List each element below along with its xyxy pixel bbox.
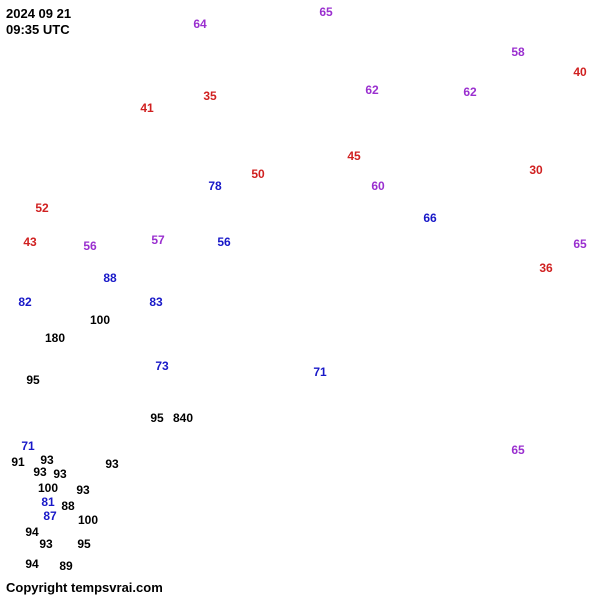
data-point: 95 [26, 373, 39, 387]
data-point: 78 [208, 179, 221, 193]
data-point: 88 [61, 499, 74, 513]
data-point: 93 [76, 483, 89, 497]
data-point: 52 [35, 201, 48, 215]
timestamp-time: 09:35 UTC [6, 22, 71, 38]
data-point: 93 [53, 467, 66, 481]
data-point: 71 [313, 365, 326, 379]
data-point: 180 [45, 331, 65, 345]
data-point: 50 [251, 167, 264, 181]
data-point: 93 [105, 457, 118, 471]
data-point: 87 [43, 509, 56, 523]
data-point: 30 [529, 163, 542, 177]
data-point: 56 [83, 239, 96, 253]
data-point: 81 [41, 495, 54, 509]
timestamp-date: 2024 09 21 [6, 6, 71, 22]
timestamp-block: 2024 09 21 09:35 UTC [6, 6, 71, 37]
data-point: 71 [21, 439, 34, 453]
data-point: 93 [39, 537, 52, 551]
data-point: 100 [78, 513, 98, 527]
data-point: 840 [173, 411, 193, 425]
data-point: 73 [155, 359, 168, 373]
data-point: 65 [319, 5, 332, 19]
data-point: 100 [90, 313, 110, 327]
data-point: 89 [59, 559, 72, 573]
data-point: 94 [25, 557, 38, 571]
data-point: 62 [463, 85, 476, 99]
data-point: 91 [11, 455, 24, 469]
data-point: 93 [33, 465, 46, 479]
data-point: 64 [193, 17, 206, 31]
data-point: 45 [347, 149, 360, 163]
data-point: 82 [18, 295, 31, 309]
data-point: 40 [573, 65, 586, 79]
data-point: 66 [423, 211, 436, 225]
data-point: 56 [217, 235, 230, 249]
data-point: 60 [371, 179, 384, 193]
data-point: 57 [151, 233, 164, 247]
data-point: 62 [365, 83, 378, 97]
data-point: 83 [149, 295, 162, 309]
copyright-text: Copyright tempsvrai.com [6, 580, 163, 595]
data-point: 95 [150, 411, 163, 425]
data-point: 41 [140, 101, 153, 115]
data-point: 36 [539, 261, 552, 275]
data-point: 58 [511, 45, 524, 59]
data-point: 94 [25, 525, 38, 539]
data-point: 65 [511, 443, 524, 457]
data-point: 95 [77, 537, 90, 551]
data-point: 100 [38, 481, 58, 495]
data-point: 43 [23, 235, 36, 249]
data-point: 35 [203, 89, 216, 103]
data-point: 65 [573, 237, 586, 251]
data-point: 88 [103, 271, 116, 285]
